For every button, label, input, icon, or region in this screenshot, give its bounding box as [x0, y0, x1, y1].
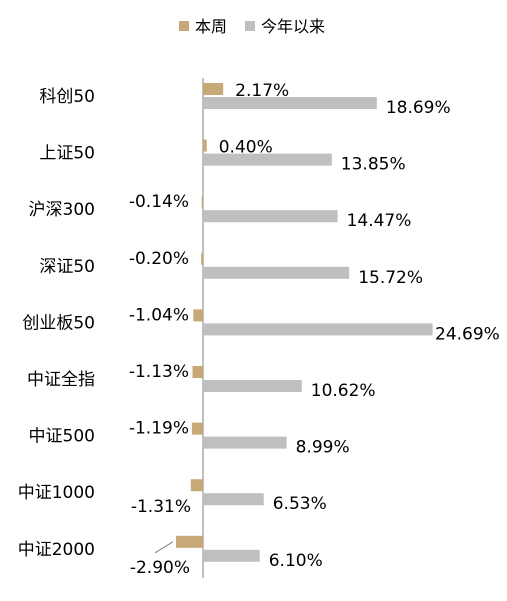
bar-ytd — [203, 493, 264, 506]
category-label: 中证全指 — [27, 370, 95, 390]
data-label-week: 0.40% — [219, 138, 273, 158]
data-label-ytd: 13.85% — [341, 155, 406, 175]
data-label-ytd: 14.47% — [347, 211, 412, 231]
category-label: 深证50 — [39, 257, 95, 277]
legend: 本周 今年以来 — [179, 17, 325, 36]
legend-label-ytd: 今年以来 — [261, 17, 325, 36]
legend-label-week: 本周 — [195, 17, 227, 36]
bar-ytd — [203, 323, 433, 336]
data-label-ytd: 24.69% — [435, 324, 500, 344]
bar-week — [201, 252, 203, 265]
data-label-week: -0.14% — [129, 192, 189, 212]
bar-week — [176, 535, 203, 548]
bar-week — [193, 309, 203, 322]
data-label-week: -1.13% — [129, 362, 189, 382]
bar-week — [190, 479, 203, 492]
data-label-week: -2.90% — [130, 558, 190, 578]
data-label-ytd: 10.62% — [311, 381, 376, 401]
category-label: 中证500 — [29, 427, 95, 447]
bar-ytd — [203, 97, 377, 109]
bar-ytd — [203, 380, 302, 392]
legend-swatch-ytd — [245, 21, 255, 31]
bar-week — [192, 366, 203, 378]
data-label-week: -1.31% — [131, 497, 191, 517]
category-label: 上证50 — [39, 144, 95, 164]
data-label-week: -1.19% — [129, 419, 189, 439]
bar-week — [191, 422, 203, 435]
bar-week — [203, 139, 207, 152]
bar-ytd — [203, 549, 260, 562]
bar-week — [201, 196, 203, 209]
data-label-ytd: 6.10% — [269, 551, 323, 571]
data-label-ytd: 8.99% — [296, 438, 350, 458]
bar-week — [203, 83, 224, 95]
plot-area: 科创50 2.17% 18.69% 上证50 0.40% 13.85% 沪深300 -0.14… — [18, 78, 500, 578]
legend-swatch-week — [179, 21, 189, 31]
category-label: 创业板50 — [22, 313, 95, 333]
category-label: 科创50 — [39, 87, 95, 107]
data-label-week: -0.20% — [129, 249, 189, 269]
bar-ytd — [203, 153, 332, 166]
bar-ytd — [203, 210, 338, 223]
category-label: 中证1000 — [18, 483, 95, 503]
category-label: 中证2000 — [18, 540, 95, 560]
leader-line — [154, 541, 174, 554]
data-label-ytd: 18.69% — [386, 98, 451, 118]
data-label-week: 2.17% — [235, 81, 289, 101]
bar-ytd — [203, 266, 350, 279]
data-label-ytd: 15.72% — [358, 268, 423, 288]
data-label-week: -1.04% — [129, 305, 189, 325]
data-label-ytd: 6.53% — [273, 494, 327, 514]
bar-ytd — [203, 436, 287, 449]
category-label: 沪深300 — [29, 200, 95, 220]
